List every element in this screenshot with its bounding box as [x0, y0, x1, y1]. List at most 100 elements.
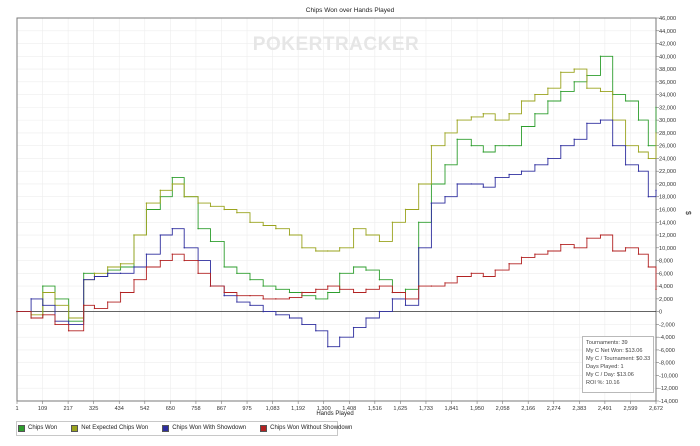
series-point: [352, 227, 355, 230]
series-point: [482, 186, 484, 188]
series-point: [30, 298, 32, 300]
series-point: [573, 247, 575, 249]
series-point: [209, 285, 212, 287]
series-point: [547, 250, 549, 252]
series-point: [83, 304, 85, 306]
series-point: [352, 291, 355, 294]
series-point: [16, 310, 18, 313]
series-point: [637, 170, 640, 172]
y-tick-label: -8,000: [659, 361, 675, 367]
series-point: [378, 310, 381, 313]
series-point: [456, 275, 458, 278]
x-tick-label: 325: [89, 406, 98, 412]
series-point: [42, 314, 44, 316]
x-tick-label: 2,383: [572, 406, 586, 412]
series-point: [391, 298, 394, 300]
legend-swatch: [18, 424, 25, 432]
series-point: [262, 298, 264, 300]
series-point: [42, 291, 44, 294]
series-point: [339, 272, 341, 275]
series-point: [365, 234, 367, 236]
x-tick-label: 1,841: [445, 406, 459, 412]
series-point: [494, 269, 496, 271]
series-point: [262, 310, 264, 313]
series-point: [508, 263, 510, 265]
series-point: [637, 151, 640, 153]
series-point: [547, 157, 549, 160]
series-point: [275, 227, 277, 230]
x-tick-label: 2,274: [547, 406, 561, 412]
y-tick-label: 38,000: [659, 67, 676, 73]
y-tick-label: 0: [659, 310, 662, 316]
pokertracker-watermark: POKERTRACKER: [253, 34, 419, 55]
legend-swatch: [260, 424, 268, 432]
series-point: [560, 144, 562, 147]
legend-label: Net Expected Chips Won: [81, 425, 149, 431]
series-point: [223, 208, 225, 211]
series-point: [378, 279, 381, 281]
series-point: [145, 266, 148, 268]
series-point: [430, 144, 433, 147]
series-point: [586, 237, 588, 239]
series-point: [327, 346, 329, 348]
series-point: [133, 234, 135, 236]
series-point: [494, 176, 496, 179]
y-tick-label: 32,000: [659, 105, 676, 111]
series-point: [159, 189, 162, 192]
series-point: [494, 144, 496, 147]
series-point: [534, 93, 536, 96]
legend-entry: Chips Won Without Showdown: [260, 424, 353, 432]
legend-swatch: [162, 424, 170, 432]
y-tick-label: 12,000: [659, 233, 676, 239]
legend-frame: [16, 421, 338, 436]
series-point: [262, 285, 264, 287]
series-point: [83, 272, 85, 275]
series-point: [119, 291, 122, 294]
series-point: [560, 90, 562, 93]
series-point: [482, 151, 484, 153]
series-point: [365, 317, 367, 319]
series-point: [637, 253, 640, 255]
series-point: [197, 272, 199, 275]
series-point: [599, 234, 602, 236]
series-line-1: [17, 55, 657, 322]
y-tick-label: 18,000: [659, 195, 676, 201]
y-tick-label: 30,000: [659, 118, 676, 124]
series-point: [67, 317, 70, 319]
series-point: [197, 202, 199, 204]
series-point: [119, 272, 122, 275]
series-point: [624, 100, 627, 102]
series-point: [249, 304, 251, 306]
series-point: [404, 208, 407, 211]
series-point: [404, 304, 407, 306]
series-point: [655, 288, 657, 290]
y-tick-label: -12,000: [659, 386, 678, 392]
series-point: [647, 144, 650, 147]
x-tick-label: 867: [217, 406, 226, 412]
gridlines: [16, 17, 657, 402]
x-tick-label: 1: [15, 406, 18, 412]
series-point: [470, 183, 473, 185]
series-point: [508, 144, 510, 147]
y-tick-label: 34,000: [659, 93, 676, 99]
series-point: [67, 330, 70, 332]
series-point: [647, 266, 650, 268]
series-point: [249, 221, 251, 223]
series-line-2: [17, 68, 657, 319]
series-point: [288, 317, 291, 319]
series-point: [547, 87, 549, 89]
y-tick-label: -10,000: [659, 373, 678, 379]
legend-label: Chips Won Without Showdown: [270, 425, 353, 431]
series-point: [573, 138, 575, 140]
y-tick-label: 22,000: [659, 169, 676, 175]
legend-entry: Net Expected Chips Won: [71, 424, 149, 432]
y-tick-label: 2,000: [659, 297, 673, 303]
series-point: [288, 296, 291, 299]
series-point: [339, 247, 341, 249]
series-point: [417, 247, 420, 249]
y-tick-label: 46,000: [659, 16, 676, 22]
series-point: [106, 301, 109, 303]
series-point: [42, 304, 44, 306]
